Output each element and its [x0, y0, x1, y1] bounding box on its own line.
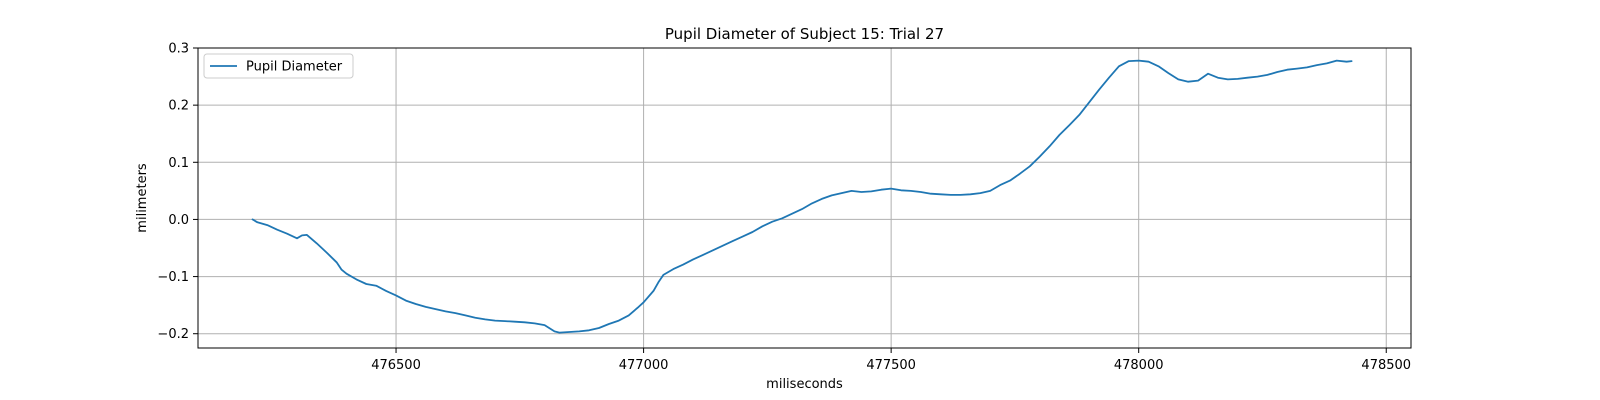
legend-box [203, 53, 354, 79]
plot-area-frame [197, 47, 1412, 349]
series-line-pupil-diameter [251, 59, 1353, 334]
y-tick-label: 0.0 [168, 213, 189, 228]
y-tick-label: 0.3 [168, 42, 189, 57]
y-axis-title: milimeters [135, 163, 150, 233]
y-tick-label: −0.1 [157, 270, 189, 285]
x-tick-label: 477000 [619, 358, 669, 373]
legend: Pupil Diameter [203, 53, 354, 79]
x-axis-title: miliseconds [766, 377, 843, 392]
x-tick-label: 478500 [1361, 358, 1411, 373]
x-tick-label: 476500 [371, 358, 421, 373]
y-tick-label: 0.2 [168, 99, 189, 114]
y-tick-label: −0.2 [157, 327, 189, 342]
series-layer [251, 59, 1353, 334]
legend-entry-pupil-diameter: Pupil Diameter [246, 60, 343, 75]
axis-ticks: 476500 477000 477500 478000 478500 −0.2 −0.1 0.… [157, 42, 1411, 374]
x-tick-label: 477500 [866, 358, 916, 373]
chart-title: Pupil Diameter of Subject 15: Trial 27 [665, 25, 944, 43]
y-tick-label: 0.1 [168, 156, 189, 171]
x-tick-label: 478000 [1114, 358, 1164, 373]
grid-lines [198, 47, 1411, 348]
